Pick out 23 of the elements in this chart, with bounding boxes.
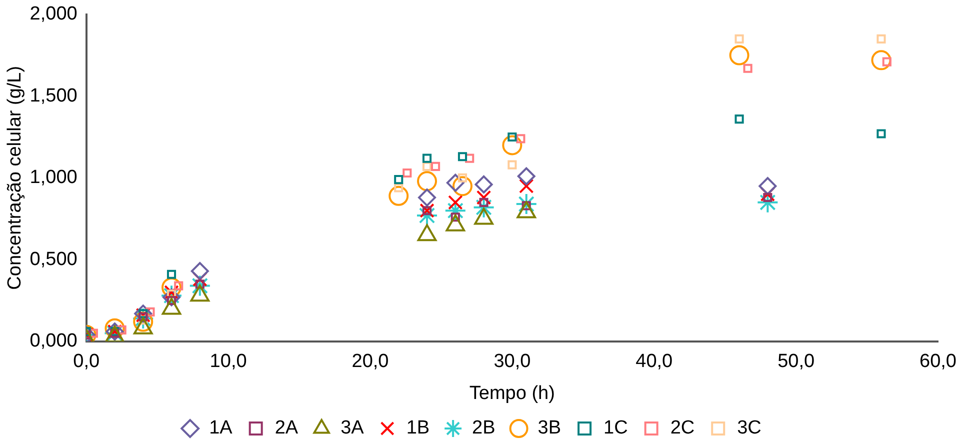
y-tick-label: 2,000: [30, 4, 78, 25]
y-tick-label: 1,000: [30, 167, 78, 188]
legend-label: 2B: [472, 418, 496, 439]
legend-label: 1A: [209, 418, 233, 439]
x-tick-label: 50,0: [778, 351, 815, 372]
x-tick-label: 30,0: [494, 351, 531, 372]
y-tick-label: 1,500: [30, 85, 78, 106]
x-tick-label: 60,0: [920, 351, 956, 372]
legend-label: 2C: [670, 418, 695, 439]
x-tick-label: 40,0: [636, 351, 673, 372]
legend-label: 1C: [604, 418, 628, 439]
legend-label: 3B: [538, 418, 562, 439]
legend-label: 1B: [406, 418, 430, 439]
x-axis-title: Tempo (h): [469, 382, 555, 404]
x-tick-label: 0,0: [73, 351, 100, 372]
x-tick-label: 10,0: [210, 351, 247, 372]
legend-label: 3C: [737, 418, 762, 439]
legend-label: 3A: [340, 418, 364, 439]
y-axis-title: Concentração celular (g/L): [4, 66, 26, 290]
x-tick-label: 20,0: [352, 351, 389, 372]
y-tick-label: 0,500: [30, 248, 78, 270]
y-tick-label: 0,000: [30, 330, 78, 352]
legend-label: 2A: [274, 418, 298, 439]
